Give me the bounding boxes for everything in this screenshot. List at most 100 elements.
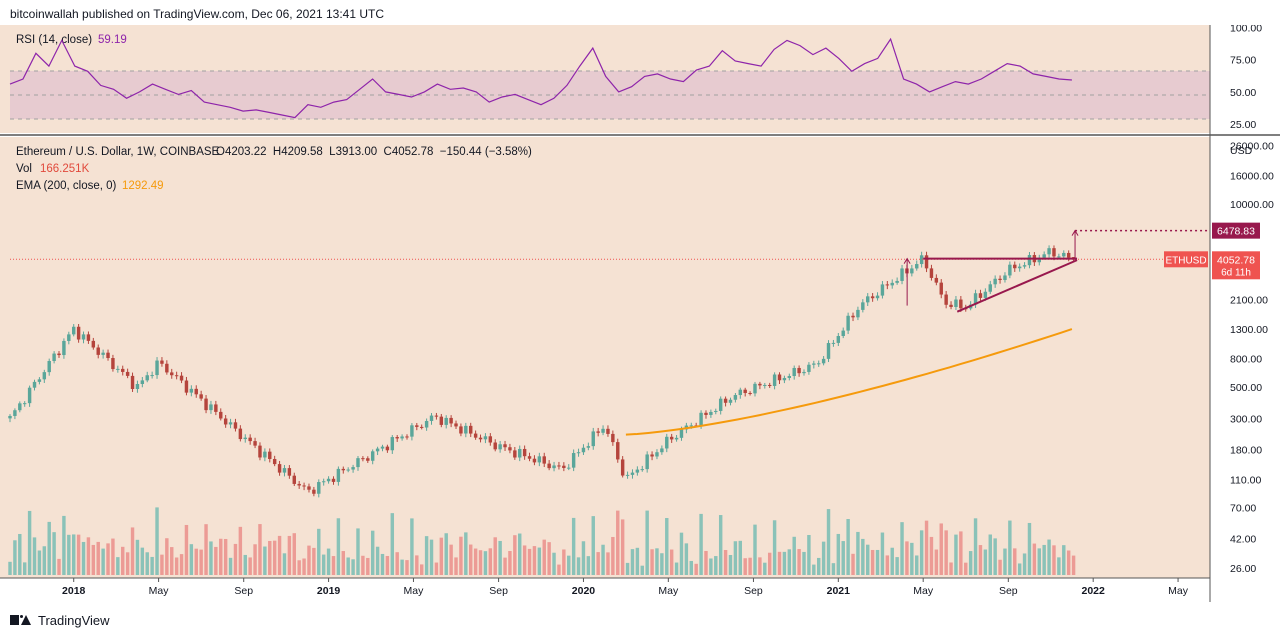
volume-bar [861, 538, 865, 575]
candle-body [312, 489, 316, 494]
volume-bar [233, 543, 238, 575]
chart-area[interactable]: RSI (14, close) 59.19 Ethereum / U.S. Do… [0, 23, 1280, 605]
volume-bar [596, 552, 600, 575]
volume-bar [390, 513, 395, 575]
candle-body [395, 437, 399, 439]
triangle-pattern [903, 229, 1210, 313]
volume-bar [816, 557, 821, 575]
candle-body [522, 448, 527, 457]
price-y-tick-label: 500.00 [1230, 382, 1262, 394]
candle-body [954, 299, 958, 307]
candle-body [96, 347, 100, 355]
volume-bar [968, 551, 973, 575]
volume-bar [591, 516, 595, 575]
volume-bar [557, 564, 561, 575]
volume-bar [400, 559, 404, 575]
volume-bar [527, 548, 532, 575]
volume-bar [277, 535, 282, 575]
candle-body [410, 425, 414, 437]
candle-body [449, 417, 453, 424]
x-tick-label: 2022 [1082, 585, 1106, 597]
volume-bar [674, 562, 679, 575]
candle-body [807, 364, 811, 372]
candle-body [170, 372, 174, 376]
candle-body [1047, 248, 1051, 255]
candle-body [1042, 254, 1046, 258]
volume-bar [718, 515, 723, 575]
volume-bar [821, 541, 826, 575]
volume-bar [542, 539, 546, 575]
candle-body [689, 425, 693, 427]
volume-bar [910, 542, 914, 575]
candle-body [189, 388, 194, 393]
ticker-tag [1164, 251, 1208, 268]
candle-body [287, 468, 292, 476]
volume-bar [72, 534, 76, 575]
candle-body [1027, 255, 1032, 266]
volume-bar [321, 554, 326, 575]
volume-bar [258, 524, 262, 575]
candle-body [385, 446, 390, 451]
candle-body [331, 478, 336, 482]
x-tick-label: Sep [744, 585, 763, 597]
volume-bar [331, 556, 336, 575]
candle-body [8, 415, 12, 419]
volume-bar [562, 549, 566, 575]
candle-body [562, 465, 566, 469]
candle-body [228, 422, 233, 425]
volume-bar [993, 538, 997, 575]
volume-bar [841, 541, 845, 575]
volume-bar [743, 558, 747, 575]
volume-bar [67, 534, 71, 575]
price-y-tick-label: 300.00 [1230, 413, 1262, 425]
volume-bar [395, 552, 399, 575]
volume-bar [767, 552, 772, 575]
volume-bar [86, 537, 91, 575]
volume-bar [699, 513, 703, 575]
volume-bar [263, 546, 267, 575]
volume-bar [758, 557, 762, 575]
candle-body [738, 389, 743, 396]
volume-bar [567, 555, 571, 575]
candle-body [194, 388, 198, 395]
candle-body [616, 442, 620, 460]
volume-bar [160, 554, 164, 575]
candle-body [366, 458, 370, 461]
candle-body [341, 468, 346, 471]
candle-body [518, 448, 522, 458]
volume-bar [52, 532, 56, 575]
candle-body [586, 446, 591, 448]
candle-body [591, 431, 595, 447]
candle-body [552, 465, 556, 469]
volume-bar [375, 546, 380, 575]
volume-label: Vol [16, 163, 32, 175]
candle-body [763, 384, 767, 386]
candle-body [650, 454, 654, 457]
candle-body [493, 442, 497, 450]
volume-bar [209, 541, 213, 575]
candle-body [253, 441, 257, 446]
x-tick-label: May [913, 585, 934, 597]
volume-bar [620, 519, 625, 575]
candle-body [140, 380, 145, 385]
rsi-y-axis: 100.00 75.00 50.00 25.00 [1230, 23, 1262, 131]
volume-bar [385, 555, 390, 575]
volume-bar [145, 552, 149, 575]
volume-bar [586, 556, 591, 575]
volume-bar [380, 553, 385, 575]
volume-bar [777, 551, 782, 575]
tradingview-logo-icon [10, 614, 32, 626]
price-y-tick-label: 16000.00 [1230, 170, 1274, 182]
candle-body [537, 456, 542, 463]
chart-svg[interactable]: RSI (14, close) 59.19 Ethereum / U.S. Do… [0, 23, 1280, 605]
target-price-tag [1212, 222, 1260, 239]
candle-body [934, 277, 939, 283]
candle-body [508, 447, 512, 451]
volume-bar [532, 546, 537, 575]
candle-body [709, 411, 713, 415]
candle-body [292, 475, 296, 484]
volume-bar [846, 519, 850, 575]
candle-body [145, 375, 149, 381]
candle-body [464, 425, 468, 434]
volume-bars [8, 507, 1076, 575]
